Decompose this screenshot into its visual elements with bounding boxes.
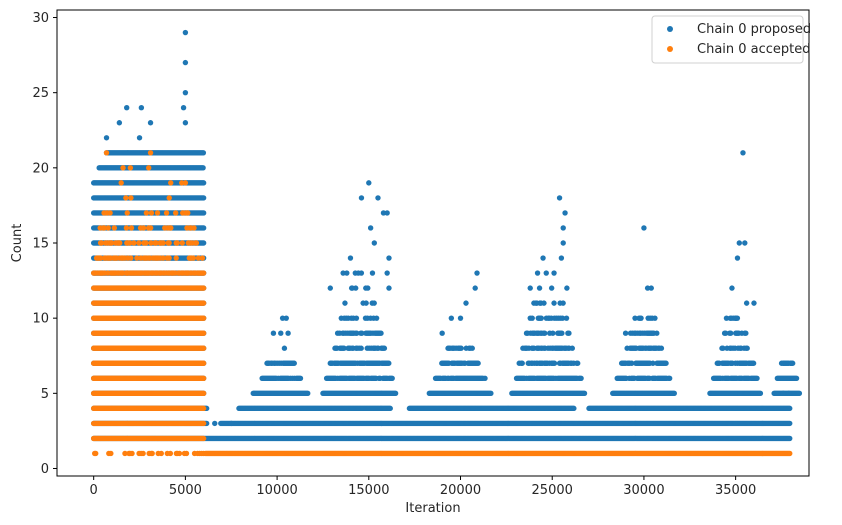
proposed-point xyxy=(654,330,660,336)
proposed-point xyxy=(469,345,475,351)
proposed-point xyxy=(757,390,764,397)
proposed-point xyxy=(542,330,548,336)
points-layer xyxy=(90,29,803,457)
proposed-point xyxy=(550,330,556,336)
proposed-point xyxy=(538,315,545,321)
proposed-point xyxy=(389,375,395,381)
proposed-point xyxy=(666,375,673,381)
proposed-point xyxy=(560,300,566,306)
proposed-point xyxy=(386,360,392,366)
proposed-point xyxy=(373,315,380,321)
proposed-point xyxy=(358,270,365,276)
proposed-point xyxy=(488,390,494,397)
proposed-point xyxy=(392,390,399,397)
proposed-point xyxy=(787,405,793,412)
proposed-point xyxy=(529,315,535,321)
proposed-point xyxy=(551,300,557,306)
proposed-point xyxy=(305,390,311,397)
proposed-point xyxy=(581,390,588,397)
proposed-point xyxy=(482,375,488,381)
proposed-point xyxy=(551,360,558,366)
proposed-point xyxy=(543,270,549,276)
proposed-point xyxy=(519,360,525,366)
proposed-point xyxy=(743,330,749,336)
proposed-point xyxy=(200,150,207,156)
proposed-point xyxy=(381,345,388,351)
proposed-point xyxy=(754,375,760,381)
proposed-point xyxy=(744,345,750,351)
proposed-point xyxy=(342,300,348,306)
proposed-point xyxy=(378,330,384,336)
proposed-point xyxy=(475,360,481,366)
proposed-point xyxy=(575,360,581,366)
proposed-point xyxy=(458,345,464,351)
proposed-point xyxy=(387,405,393,412)
proposed-point xyxy=(671,390,677,397)
proposed-point xyxy=(787,435,793,442)
proposed-point xyxy=(363,300,369,306)
proposed-point xyxy=(365,285,371,291)
proposed-point xyxy=(536,285,543,291)
proposed-point xyxy=(541,300,547,306)
proposed-point xyxy=(371,300,377,306)
proposed-point xyxy=(727,330,734,336)
proposed-point xyxy=(200,180,207,186)
proposed-point xyxy=(559,330,565,336)
proposed-point xyxy=(750,360,757,366)
proposed-point xyxy=(353,315,360,321)
proposed-point xyxy=(200,165,206,171)
proposed-point xyxy=(663,360,669,366)
proposed-point xyxy=(578,375,584,381)
proposed-point xyxy=(787,420,793,427)
proposed-point xyxy=(200,225,207,231)
proposed-point xyxy=(200,195,207,201)
proposed-point xyxy=(658,345,665,351)
proposed-point xyxy=(358,345,364,351)
proposed-point xyxy=(571,405,577,412)
proposed-point xyxy=(291,360,297,366)
proposed-point xyxy=(200,240,207,246)
proposed-point xyxy=(563,315,570,321)
proposed-point xyxy=(796,390,803,397)
proposed-point xyxy=(548,285,555,291)
proposed-point xyxy=(200,210,207,216)
proposed-point xyxy=(297,375,304,381)
proposed-point xyxy=(569,345,575,351)
proposed-point xyxy=(566,330,572,336)
